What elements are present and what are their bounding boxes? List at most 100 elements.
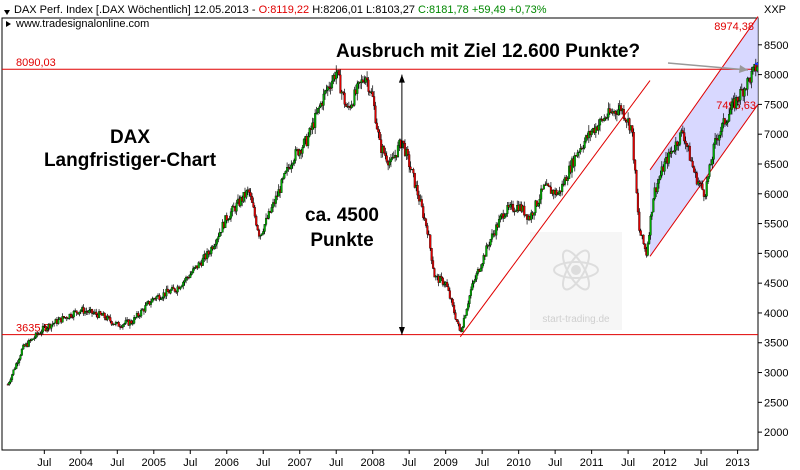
candle-body [566, 178, 569, 181]
candle-body [495, 224, 498, 236]
header: DAX Perf. Index [.DAX Wöchentlich] 12.05… [4, 4, 786, 30]
candle-body [364, 77, 367, 83]
candle-body [497, 219, 501, 228]
candle-body [173, 288, 176, 292]
plot-frame [1, 17, 759, 451]
candle-body [210, 246, 213, 254]
candle-body [533, 212, 536, 216]
candle-body [72, 310, 75, 318]
candle-body [255, 216, 258, 226]
candle-body [730, 101, 734, 110]
candle-body [608, 108, 611, 114]
candle-body [248, 189, 251, 193]
candle-body [691, 160, 694, 167]
candle-body [19, 355, 22, 360]
candle-body [622, 109, 625, 119]
candle-body [455, 319, 458, 322]
candle-body [213, 246, 216, 250]
candle-body [232, 205, 235, 208]
candle-body [231, 205, 234, 212]
candle-body [653, 187, 656, 199]
candle-body [656, 183, 659, 193]
candle-body [131, 323, 134, 325]
candle-body [715, 138, 718, 140]
candle-body [53, 322, 56, 325]
candle-body [663, 161, 666, 172]
candle-body [190, 272, 193, 275]
candle-body [9, 379, 12, 383]
candle-body [382, 146, 385, 154]
candle-body [339, 74, 342, 94]
candle-body [598, 118, 602, 126]
candle-body [458, 323, 461, 331]
candle-body [294, 149, 297, 161]
x-tick-label: 2013 [725, 457, 749, 469]
candle-body [270, 207, 273, 213]
candle-body [337, 70, 341, 76]
candle-body [228, 218, 231, 220]
candle-body [688, 145, 691, 161]
x-tick-label: Jul [694, 457, 708, 469]
y-tick-label: 4500 [764, 278, 788, 290]
candle-body [750, 71, 753, 83]
channel-lower [649, 104, 759, 257]
candle-body [344, 104, 348, 107]
candle-body [215, 239, 218, 245]
candle-body [277, 189, 280, 197]
candle-body [39, 333, 42, 335]
candle-body [280, 179, 283, 193]
watermark: start-trading.de [530, 232, 622, 330]
channel-upper [649, 16, 759, 171]
candle-body [374, 105, 377, 124]
candle-body [250, 196, 254, 203]
x-tick-label: 2011 [580, 457, 604, 469]
candle-body [643, 243, 646, 250]
candle-body [18, 359, 21, 364]
candle-body [652, 198, 655, 213]
candle-body [681, 130, 684, 133]
candle-body [138, 315, 141, 317]
candle-body [107, 315, 110, 318]
candle-body [534, 200, 537, 213]
candle-body [325, 90, 328, 92]
candle-body [606, 117, 609, 119]
title-longterm: Langfristiger-Chart [44, 150, 217, 171]
candle-body [6, 384, 9, 386]
candle-body [426, 225, 429, 235]
candle-body [114, 322, 117, 325]
y-tick-label: 6000 [764, 189, 788, 201]
candle-body [330, 80, 334, 89]
candle-body [90, 308, 94, 314]
x-tick-label: 2007 [287, 457, 311, 469]
x-tick-label: Jul [256, 457, 270, 469]
x-tick-label: Jul [402, 457, 416, 469]
candle-body [423, 217, 426, 219]
candle-body [634, 159, 637, 171]
candle-body [465, 309, 468, 316]
candle-body [98, 311, 101, 318]
candle-body [16, 362, 19, 364]
candle-body [46, 328, 49, 331]
candle-body [214, 244, 217, 247]
candle-body [13, 368, 16, 371]
candle-body [511, 203, 515, 212]
candle-body [454, 312, 457, 320]
candle-body [322, 93, 325, 106]
candle-body [377, 128, 380, 133]
level-label: 8090,03 [16, 57, 56, 69]
x-tick-label: 2004 [69, 457, 93, 469]
candle-body [489, 239, 492, 246]
candle-body [182, 281, 185, 287]
candle-body [582, 147, 585, 149]
candle-body [353, 89, 356, 106]
candle-body [318, 106, 321, 109]
x-tick-label: 2010 [506, 457, 530, 469]
candle-body [714, 138, 717, 145]
candle-body [183, 280, 186, 283]
candle-body [514, 210, 517, 212]
candle-body [342, 91, 345, 94]
unit-label: XXP [764, 4, 786, 16]
candle-body [165, 288, 168, 297]
y-tick-label: 7000 [764, 129, 788, 141]
candle-body [69, 313, 73, 318]
